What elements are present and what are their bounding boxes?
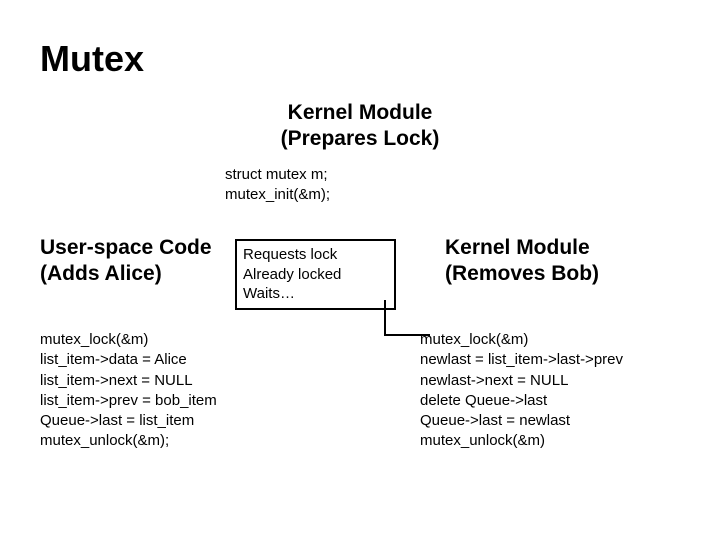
top-heading-line2: (Prepares Lock) — [281, 127, 440, 150]
right-heading-line1: Kernel Module — [445, 236, 590, 259]
left-heading-line2: (Adds Alice) — [40, 262, 162, 285]
lock-status-box: Requests lock Already locked Waits… — [235, 239, 396, 310]
left-heading: User-space Code (Adds Alice) — [40, 235, 212, 288]
box-line2: Already locked — [243, 265, 388, 285]
top-heading-line1: Kernel Module — [288, 101, 433, 124]
top-heading: Kernel Module (Prepares Lock) — [0, 100, 720, 153]
right-code-block: mutex_lock(&m) newlast = list_item->last… — [420, 330, 623, 452]
box-line3: Waits… — [243, 284, 388, 304]
right-heading-line2: (Removes Bob) — [445, 262, 599, 285]
page-title: Mutex — [40, 38, 144, 80]
left-code-block: mutex_lock(&m) list_item->data = Alice l… — [40, 330, 217, 452]
left-heading-line1: User-space Code — [40, 236, 212, 259]
right-heading: Kernel Module (Removes Bob) — [445, 235, 705, 288]
box-line1: Requests lock — [243, 245, 388, 265]
top-code-block: struct mutex m; mutex_init(&m); — [225, 165, 330, 206]
